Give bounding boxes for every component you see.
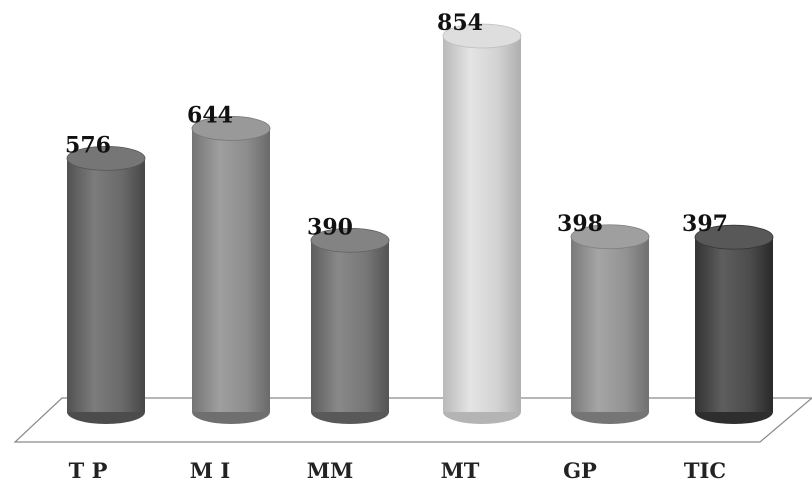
data-label: 390 xyxy=(307,214,353,240)
data-label: 397 xyxy=(682,211,728,237)
category-label: M I xyxy=(190,458,230,483)
category-label: MT xyxy=(441,458,480,483)
bar-body xyxy=(311,240,389,412)
bar-body xyxy=(67,158,145,412)
data-label: 398 xyxy=(557,211,603,237)
category-label: MM xyxy=(307,458,354,483)
bar-body xyxy=(571,236,649,412)
data-label-group: 576 644 390 854 398 397 xyxy=(65,10,728,240)
category-label: GP xyxy=(563,458,597,483)
bar-top xyxy=(66,145,146,171)
bar-tic xyxy=(694,224,774,424)
data-label: 854 xyxy=(437,10,483,36)
bar-top xyxy=(310,227,390,253)
bar-body xyxy=(695,237,773,412)
bar-top xyxy=(694,224,774,250)
chart-floor xyxy=(13,397,812,443)
bar-gp xyxy=(570,224,650,424)
category-label-group: T P M I MM MT GP TIC xyxy=(69,458,726,483)
bar-top xyxy=(191,116,271,141)
data-label: 576 xyxy=(65,132,111,158)
bar-mi xyxy=(191,116,271,424)
bar-mt xyxy=(442,23,522,424)
bar-mm xyxy=(310,227,390,424)
bar-tp xyxy=(66,145,146,424)
category-label: TIC xyxy=(684,458,726,483)
category-label: T P xyxy=(69,458,108,483)
bar-body xyxy=(443,36,521,412)
bar-body xyxy=(192,128,270,412)
bar-top xyxy=(442,23,522,49)
bar-group xyxy=(66,23,774,424)
bar-top xyxy=(570,224,650,250)
data-label: 644 xyxy=(187,102,233,128)
